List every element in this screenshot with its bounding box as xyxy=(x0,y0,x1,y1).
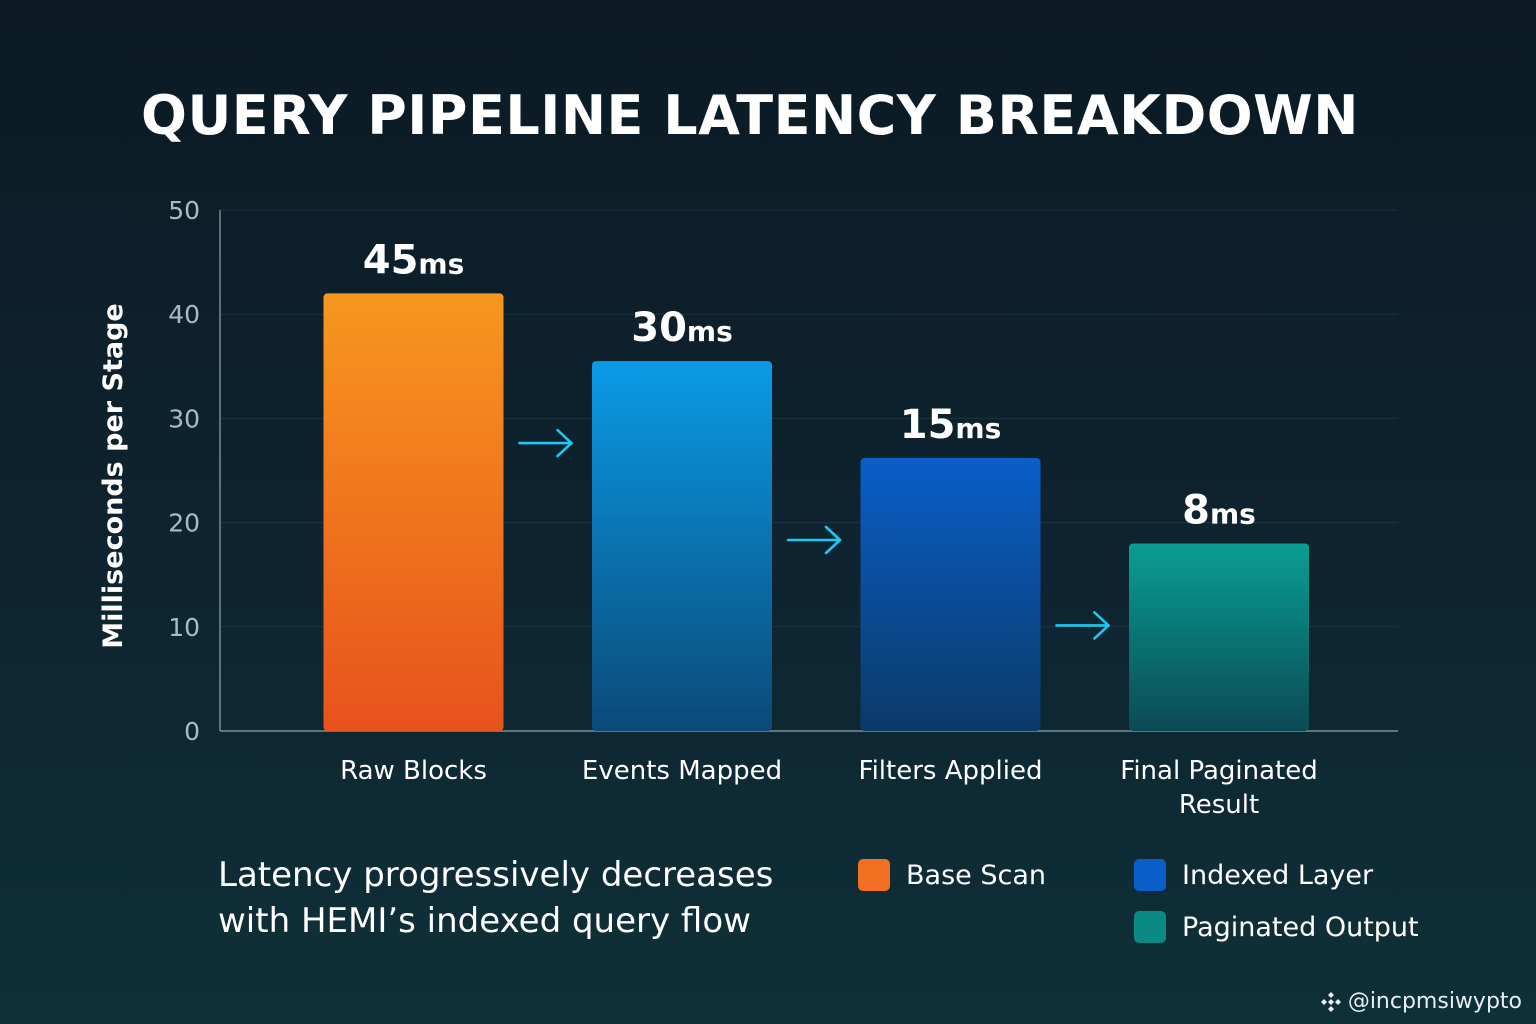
y-tick-label: 0 xyxy=(184,717,200,746)
legend-item-indexed-layer: Indexed Layer xyxy=(1134,859,1373,891)
y-tick-label: 40 xyxy=(168,300,200,329)
legend-label-paginated-output: Paginated Output xyxy=(1182,911,1419,943)
bar xyxy=(323,293,504,731)
legend-label-indexed-layer: Indexed Layer xyxy=(1182,859,1374,891)
watermark-text: @incpmsiwypto xyxy=(1347,989,1522,1014)
bar xyxy=(592,361,772,731)
legend-swatch-indexed-layer xyxy=(1134,859,1166,891)
x-tick-label: Final Paginated xyxy=(1120,756,1317,786)
data-label: 8ms xyxy=(1182,487,1256,533)
x-tick-labels: Raw Blocks Events Mapped Filters Applied Fi… xyxy=(340,756,1318,820)
flow-arrows xyxy=(518,428,1110,640)
x-tick-label: Filters Applied xyxy=(859,756,1043,786)
arrow-right-icon xyxy=(1055,611,1110,640)
legend-label-base-scan: Base Scan xyxy=(906,859,1046,891)
legend-swatch-base-scan xyxy=(858,859,890,891)
data-label: 30ms xyxy=(631,305,733,351)
bar xyxy=(860,457,1041,731)
legend-item-base-scan: Base Scan xyxy=(858,859,1046,891)
x-tick-label: Raw Blocks xyxy=(340,756,487,786)
arrow-right-icon xyxy=(786,525,842,555)
bars xyxy=(323,293,1309,731)
x-tick-label: Events Mapped xyxy=(582,756,782,786)
bar-chart: 0 10 20 30 40 50 Milliseconds per Stage 45ms 3… xyxy=(98,196,1398,820)
y-tick-label: 50 xyxy=(168,196,200,225)
diamond-logo-icon xyxy=(1320,991,1341,1012)
y-tick-label: 30 xyxy=(168,404,200,433)
watermark: @incpmsiwypto xyxy=(1320,989,1522,1014)
data-label: 15ms xyxy=(900,402,1002,448)
caption: Latency progressively decreases with HEM… xyxy=(218,852,838,944)
data-label: 45ms xyxy=(363,237,465,283)
arrow-right-icon xyxy=(518,428,573,458)
y-axis-label: Milliseconds per Stage xyxy=(98,303,129,648)
caption-line-1: Latency progressively decreases xyxy=(218,855,774,895)
y-tick-label: 20 xyxy=(168,509,200,538)
y-tick-labels: 0 10 20 30 40 50 xyxy=(168,196,200,746)
y-tick-label: 10 xyxy=(168,613,200,642)
legend-swatch-paginated-output xyxy=(1134,911,1166,943)
legend-item-paginated-output: Paginated Output xyxy=(1134,911,1419,943)
chart-title: QUERY PIPELINE LATENCY BREAKDOWN xyxy=(141,84,1359,147)
data-labels: 45ms 30ms 15ms 8ms xyxy=(363,237,1256,533)
bar xyxy=(1129,543,1309,731)
caption-line-2: with HEMI’s indexed query flow xyxy=(218,901,751,941)
x-tick-label: Result xyxy=(1179,790,1259,820)
